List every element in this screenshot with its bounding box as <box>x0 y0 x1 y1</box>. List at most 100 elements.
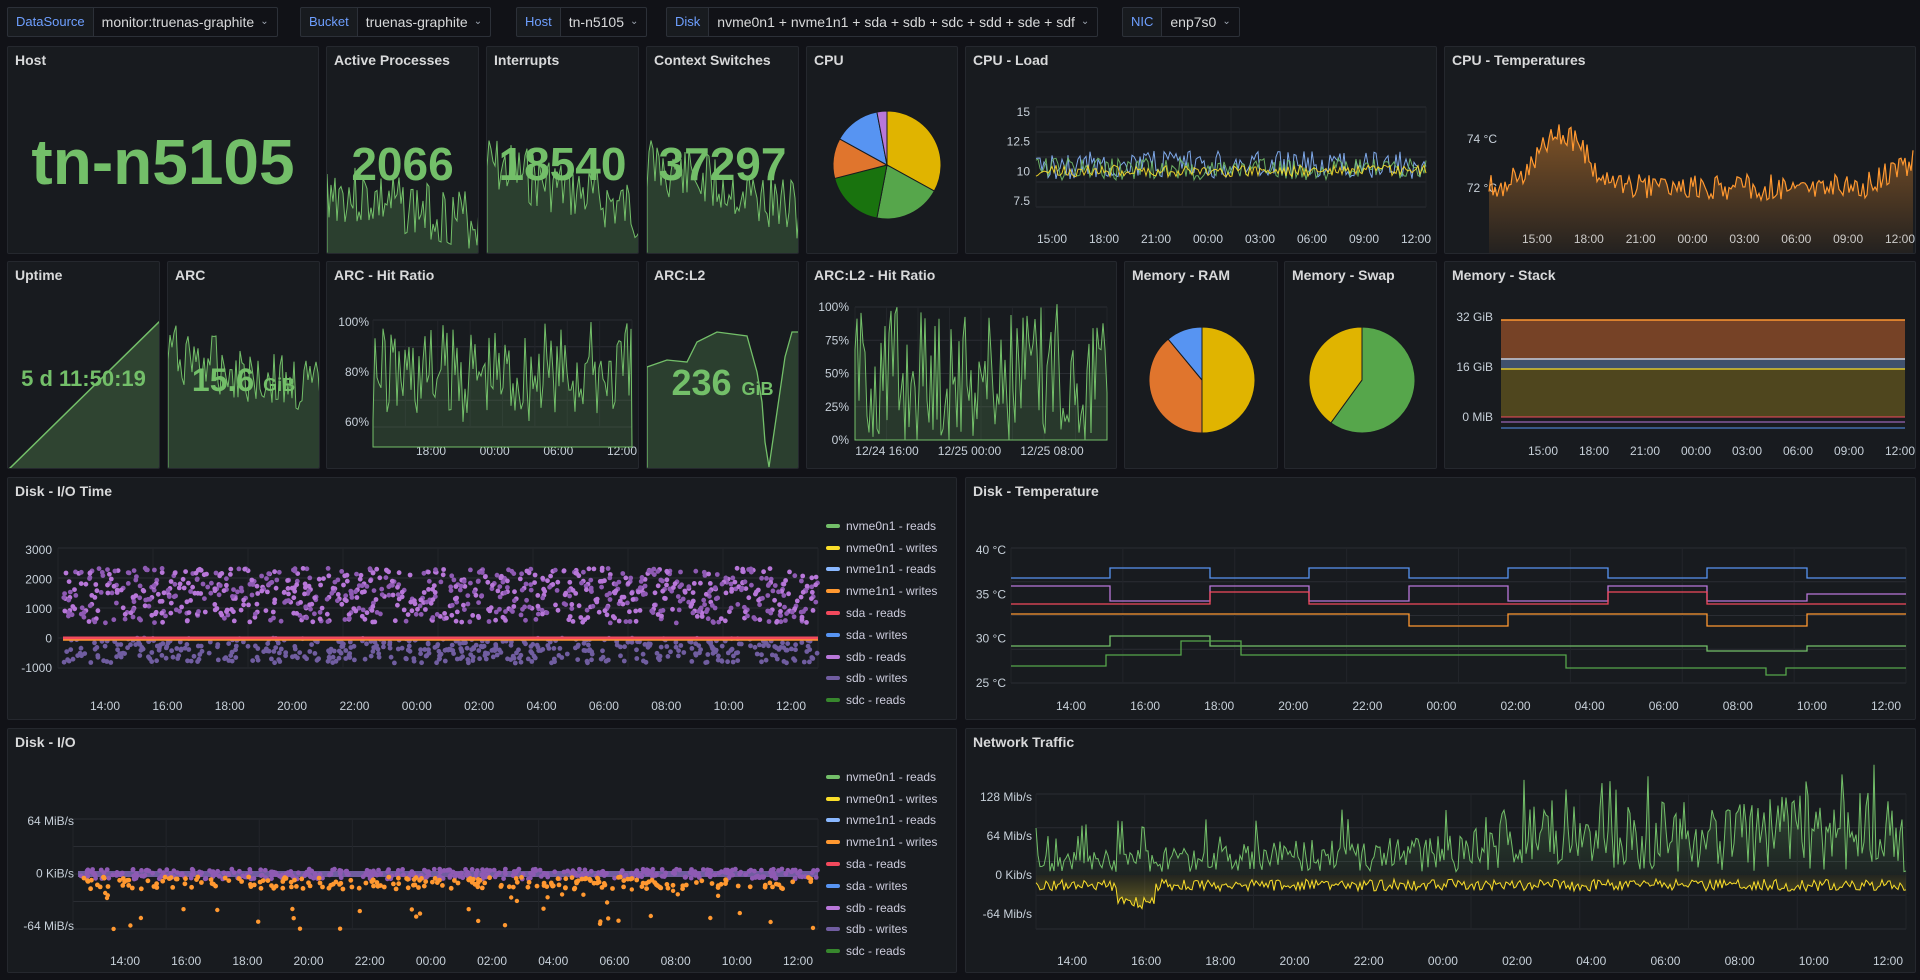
pie-slice-cache <box>1148 338 1203 434</box>
legend-item[interactable]: sdc - reads <box>826 940 937 962</box>
legend-item[interactable]: sdb - reads <box>826 897 937 919</box>
data-point <box>757 602 762 608</box>
host-variable[interactable]: Host tn-n5105 ⌄ <box>516 7 648 37</box>
data-point <box>465 593 471 598</box>
disk-temperature-panel[interactable]: Disk - Temperature 40 °C 35 °C 30 °C 25 °C … <box>965 477 1916 720</box>
host-select[interactable]: tn-n5105 ⌄ <box>560 7 648 37</box>
data-point <box>693 641 699 646</box>
data-point <box>231 618 237 624</box>
data-point <box>330 654 336 660</box>
data-point <box>94 588 100 594</box>
data-point <box>732 579 738 585</box>
legend-item[interactable]: sda - reads <box>826 602 937 624</box>
y-tick-label: 60% <box>345 415 369 429</box>
panel-title: ARC:L2 <box>654 267 706 283</box>
data-point <box>594 880 600 886</box>
memory-ram-panel[interactable]: Memory - RAM <box>1124 261 1278 469</box>
data-point <box>351 643 357 649</box>
data-point <box>691 581 697 586</box>
legend-item[interactable]: sdb - writes <box>826 919 937 941</box>
data-point <box>265 589 270 595</box>
data-point <box>377 575 383 581</box>
bucket-select[interactable]: truenas-graphite ⌄ <box>357 7 492 37</box>
bucket-variable[interactable]: Bucket truenas-graphite ⌄ <box>300 7 492 37</box>
uptime-panel[interactable]: Uptime 5 d 11:50:19 <box>7 261 160 469</box>
data-point <box>348 877 354 883</box>
data-point <box>555 876 561 882</box>
data-point <box>283 650 289 655</box>
data-point <box>785 867 791 873</box>
data-point <box>359 583 365 589</box>
arc-panel[interactable]: ARC 15.6 GiB <box>167 261 320 469</box>
network-traffic-panel[interactable]: Network Traffic 128 Mib/s 64 Mib/s 0 Kib/s… <box>965 728 1916 973</box>
data-point <box>159 598 165 604</box>
legend-item[interactable]: nvme1n1 - reads <box>826 559 937 581</box>
data-point <box>168 579 174 584</box>
data-point <box>226 878 232 883</box>
datasource-select[interactable]: monitor:truenas-graphite ⌄ <box>93 7 278 37</box>
legend-item[interactable]: sdb - writes <box>826 668 937 690</box>
data-point <box>618 870 624 876</box>
legend-item[interactable]: nvme1n1 - reads <box>826 810 937 832</box>
legend-item[interactable]: nvme0n1 - writes <box>826 788 937 810</box>
legend-item[interactable]: sda - writes <box>826 624 937 646</box>
data-point <box>426 578 432 584</box>
legend-item[interactable]: nvme0n1 - reads <box>826 515 937 537</box>
data-point <box>778 609 783 614</box>
memory-stack-panel[interactable]: Memory - Stack 32 GiB 16 GiB 0 MiB 15:00 18… <box>1444 261 1916 469</box>
data-point <box>448 584 454 590</box>
datasource-variable[interactable]: DataSource monitor:truenas-graphite ⌄ <box>7 7 278 37</box>
host-panel[interactable]: Host tn-n5105 <box>7 46 319 254</box>
data-point <box>411 658 417 664</box>
memory-swap-panel[interactable]: Memory - Swap <box>1284 261 1437 469</box>
nic-variable[interactable]: NIC enp7s0 ⌄ <box>1122 7 1240 37</box>
legend-item[interactable]: nvme0n1 - writes <box>826 537 937 559</box>
data-point <box>653 873 658 878</box>
data-point <box>138 647 144 653</box>
data-point <box>385 869 391 874</box>
nic-label: NIC <box>1122 7 1163 37</box>
data-point <box>416 885 421 890</box>
disk-io-panel[interactable]: Disk - I/O 64 MiB/s 0 KiB/s -64 MiB/s 14:0… <box>7 728 957 973</box>
legend-swatch <box>826 774 840 779</box>
disk-io-time-panel[interactable]: Disk - I/O Time 3000 2000 1000 0 -1000 14:00… <box>7 477 957 720</box>
arc-l2-hit-ratio-panel[interactable]: ARC:L2 - Hit Ratio 100% 75% 50% 25% 0% 12/24… <box>806 261 1117 469</box>
data-point <box>367 566 373 572</box>
data-point <box>518 612 524 618</box>
legend-item[interactable]: sda - reads <box>826 853 937 875</box>
data-point <box>212 602 218 607</box>
pie-slice-system <box>876 164 936 220</box>
nic-select[interactable]: enp7s0 ⌄ <box>1162 7 1240 37</box>
disk-select[interactable]: nvme0n1 + nvme1n1 + sda + sdb + sdc + sd… <box>709 7 1099 37</box>
data-point <box>728 605 734 611</box>
disk-variable[interactable]: Disk nvme0n1 + nvme1n1 + sda + sdb + sdc… <box>666 7 1099 37</box>
cpu-temperatures-panel[interactable]: CPU - Temperatures 74 °C72 °C 15:0018:00… <box>1444 46 1916 254</box>
data-point <box>212 586 218 592</box>
cpu-panel[interactable]: CPU <box>806 46 958 254</box>
arc-hit-ratio-panel[interactable]: ARC - Hit Ratio 100% 80% 60% 18:00 00:00 06:… <box>326 261 639 469</box>
data-point <box>584 587 589 593</box>
active-processes-panel[interactable]: Active Processes 2066 <box>326 46 479 254</box>
legend-item[interactable]: sdc - reads <box>826 689 937 711</box>
context-switches-panel[interactable]: Context Switches 37297 <box>646 46 799 254</box>
legend-item[interactable]: nvme0n1 - reads <box>826 766 937 788</box>
data-point <box>770 870 776 876</box>
arc-l2-panel[interactable]: ARC:L2 236 GiB <box>646 261 799 469</box>
legend-item[interactable]: sda - writes <box>826 875 937 897</box>
data-point <box>627 609 632 615</box>
data-point <box>160 870 166 876</box>
legend-item[interactable]: nvme1n1 - writes <box>826 831 937 853</box>
data-point <box>432 645 438 650</box>
data-point <box>389 578 395 584</box>
data-point <box>774 619 779 625</box>
data-point <box>493 642 499 647</box>
interrupts-panel[interactable]: Interrupts 18540 <box>486 46 639 254</box>
legend-item[interactable]: nvme1n1 - writes <box>826 580 937 602</box>
cpu-load-panel[interactable]: CPU - Load 15 12.5 10 7.5 15:00 18:00 21:00 00… <box>965 46 1437 254</box>
chevron-down-icon: ⌄ <box>630 16 639 27</box>
data-point <box>292 653 298 659</box>
data-point <box>737 910 742 916</box>
data-point <box>790 879 796 885</box>
data-point <box>803 606 808 612</box>
legend-item[interactable]: sdb - reads <box>826 646 937 668</box>
